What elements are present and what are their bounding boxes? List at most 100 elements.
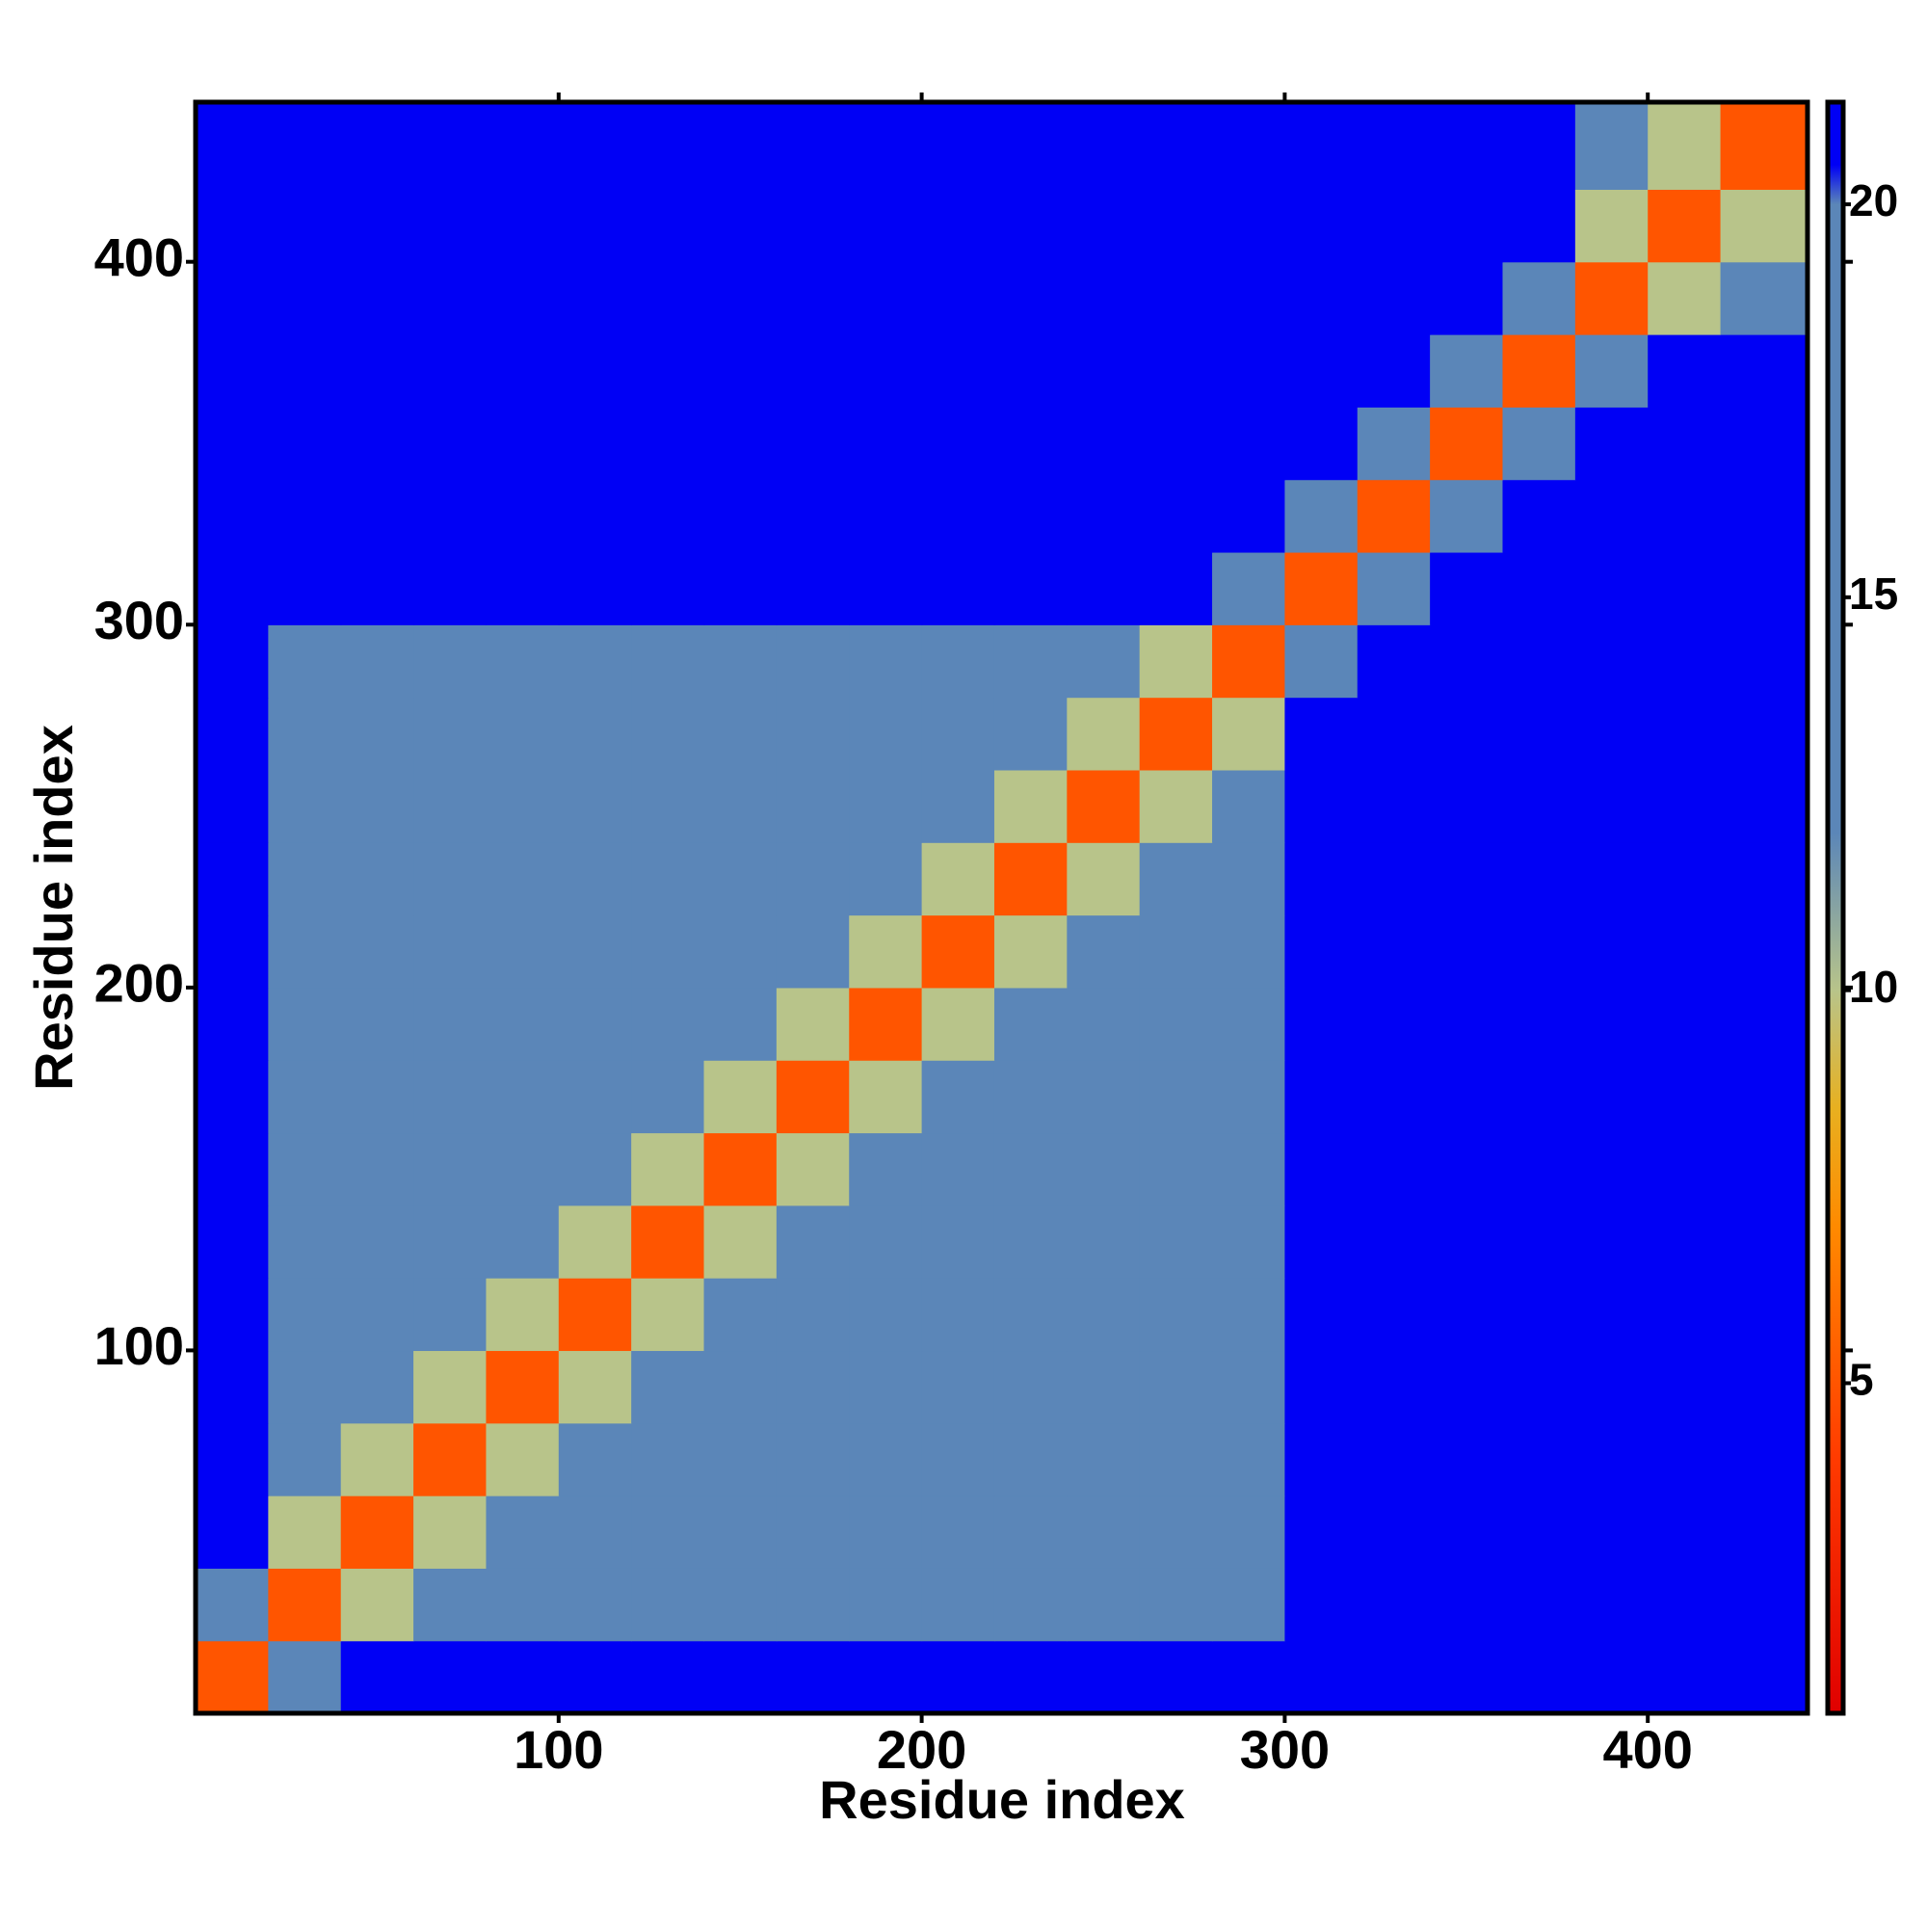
- heatmap-cell: [1139, 334, 1213, 408]
- heatmap-cell: [993, 769, 1068, 843]
- heatmap-cell: [1067, 1422, 1141, 1496]
- heatmap-cell: [268, 479, 342, 553]
- heatmap-cell: [776, 1060, 850, 1134]
- heatmap-cell: [1284, 551, 1359, 625]
- heatmap-cell: [993, 987, 1068, 1061]
- heatmap-cell: [1139, 914, 1213, 989]
- heatmap-cell: [1720, 189, 1808, 263]
- heatmap-cell: [1284, 334, 1359, 408]
- y-tick-label: 100: [94, 1315, 184, 1376]
- heatmap-cell: [921, 479, 995, 553]
- heatmap-cell: [703, 1278, 778, 1352]
- heatmap-cell: [1139, 407, 1213, 481]
- heatmap-cell: [1357, 261, 1431, 335]
- heatmap-cell: [340, 479, 414, 553]
- heatmap-cell: [776, 102, 850, 190]
- heatmap-cell: [993, 1640, 1068, 1714]
- heatmap-cell: [1357, 1568, 1431, 1642]
- heatmap-cell: [268, 624, 342, 699]
- heatmap-cell: [1357, 551, 1431, 625]
- heatmap-cell: [486, 1132, 560, 1206]
- x-tick-label: 400: [1602, 1719, 1692, 1780]
- heatmap-cell: [1139, 1060, 1213, 1134]
- heatmap-cell: [776, 1568, 850, 1642]
- heatmap-cell: [268, 1495, 342, 1569]
- heatmap-cell: [1357, 1278, 1431, 1352]
- heatmap-cell: [413, 769, 488, 843]
- heatmap-cell: [703, 1422, 778, 1496]
- heatmap-cell: [1212, 769, 1286, 843]
- heatmap-cell: [631, 769, 705, 843]
- heatmap-cell: [1502, 479, 1576, 553]
- heatmap-cell: [268, 261, 342, 335]
- heatmap-cell: [849, 769, 923, 843]
- heatmap-cell: [558, 1568, 632, 1642]
- heatmap-cell: [1067, 1204, 1141, 1279]
- heatmap-cell: [1648, 1204, 1722, 1279]
- heatmap-cell: [993, 842, 1068, 916]
- heatmap-cell: [1430, 1204, 1504, 1279]
- heatmap-cell: [340, 1132, 414, 1206]
- heatmap-cell: [558, 1495, 632, 1569]
- heatmap-cell: [1502, 1422, 1576, 1496]
- heatmap-cell: [1284, 1568, 1359, 1642]
- heatmap-cell: [486, 1350, 560, 1424]
- heatmap-cell: [196, 769, 269, 843]
- heatmap-cell: [196, 1060, 269, 1134]
- heatmap-cell: [1357, 1640, 1431, 1714]
- heatmap-cell: [1357, 1495, 1431, 1569]
- heatmap-cell: [196, 1350, 269, 1424]
- heatmap-cell: [413, 1060, 488, 1134]
- heatmap-cell: [1648, 551, 1722, 625]
- heatmap-cell: [921, 1422, 995, 1496]
- heatmap-cell: [1648, 1495, 1722, 1569]
- heatmap-cell: [921, 1060, 995, 1134]
- heatmap-cell: [1357, 334, 1431, 408]
- heatmap-cell: [1574, 261, 1649, 335]
- heatmap-cell: [1648, 479, 1722, 553]
- x-tick-label: 300: [1240, 1719, 1330, 1780]
- heatmap-cell: [1430, 1350, 1504, 1424]
- heatmap-cell: [1502, 189, 1576, 263]
- heatmap-cell: [1357, 1350, 1431, 1424]
- heatmap-cell: [1720, 1204, 1808, 1279]
- heatmap-cell: [1430, 1495, 1504, 1569]
- heatmap-cell: [776, 1350, 850, 1424]
- heatmap-cell: [1212, 1568, 1286, 1642]
- heatmap-cell: [558, 914, 632, 989]
- heatmap-cell: [196, 189, 269, 263]
- heatmap-cell: [703, 1132, 778, 1206]
- heatmap-cell: [993, 1422, 1068, 1496]
- heatmap-cell: [1067, 189, 1141, 263]
- heatmap-cell: [486, 261, 560, 335]
- heatmap-cell: [1067, 914, 1141, 989]
- heatmap-cell: [1648, 189, 1722, 263]
- heatmap-cell: [486, 697, 560, 771]
- heatmap-cell: [1212, 1278, 1286, 1352]
- heatmap-cell: [1357, 1132, 1431, 1206]
- heatmap-cell: [631, 1060, 705, 1134]
- heatmap-cell: [776, 334, 850, 408]
- heatmap-cell: [776, 1278, 850, 1352]
- heatmap-cell: [631, 987, 705, 1061]
- heatmap-cell: [631, 102, 705, 190]
- heatmap-cell: [1430, 261, 1504, 335]
- heatmap-cell: [703, 624, 778, 699]
- heatmap-cell: [1574, 407, 1649, 481]
- heatmap-cell: [1067, 407, 1141, 481]
- heatmap-cell: [993, 914, 1068, 989]
- heatmap-cell: [631, 1495, 705, 1569]
- heatmap-cell: [849, 551, 923, 625]
- heatmap-cell: [921, 1640, 995, 1714]
- heatmap-cell: [1574, 624, 1649, 699]
- heatmap-cell: [1430, 334, 1504, 408]
- heatmap-cell: [1357, 189, 1431, 263]
- heatmap-cell: [776, 1422, 850, 1496]
- heatmap-cell: [558, 102, 632, 190]
- heatmap-cell: [340, 407, 414, 481]
- heatmap-cell: [993, 551, 1068, 625]
- heatmap-cell: [849, 1204, 923, 1279]
- heatmap-cell: [1430, 624, 1504, 699]
- heatmap-cell: [1212, 1204, 1286, 1279]
- heatmap-cell: [1648, 1278, 1722, 1352]
